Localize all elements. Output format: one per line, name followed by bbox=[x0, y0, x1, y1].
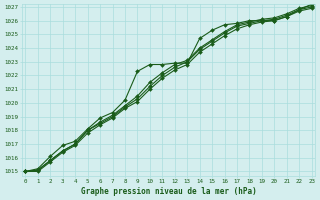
X-axis label: Graphe pression niveau de la mer (hPa): Graphe pression niveau de la mer (hPa) bbox=[81, 187, 256, 196]
